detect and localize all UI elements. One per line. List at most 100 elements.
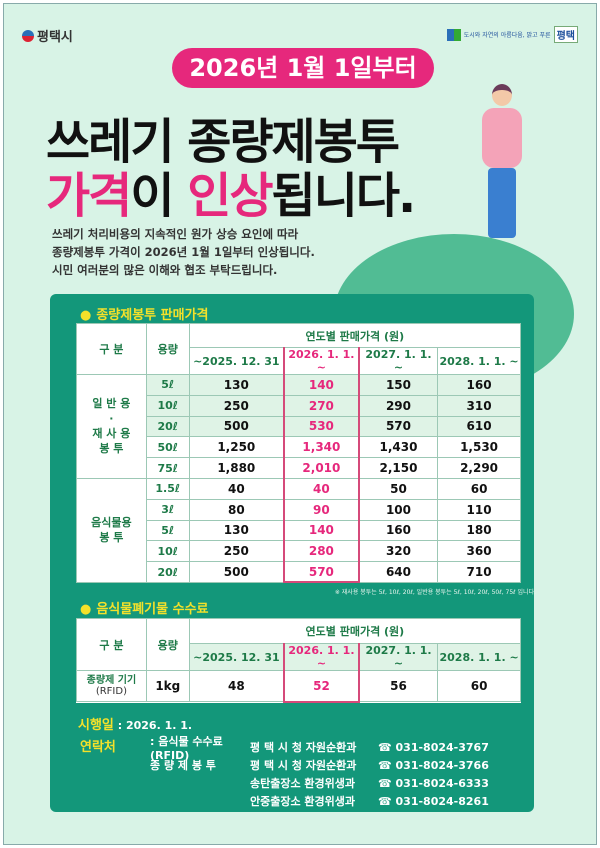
- volume-cell: 3ℓ: [145, 498, 190, 521]
- intro-line: 종량제봉투 가격이 2026년 1월 1일부터 인상됩니다.: [52, 245, 315, 259]
- price-cell: 130: [188, 519, 285, 542]
- contact-row: 종 량 제 봉 투 평 택 시 청 자원순환과 ☎ 031-8024-3766: [80, 756, 489, 774]
- footnote: ※ 재사용 봉투는 5ℓ, 10ℓ, 20ℓ, 일반용 봉투는 5ℓ, 10ℓ,…: [334, 589, 536, 596]
- price-cell: 130: [188, 374, 285, 396]
- price-cell: 90: [282, 498, 360, 521]
- city-logo: 평택시: [22, 26, 73, 45]
- header-period: ~2025. 12. 31: [188, 643, 285, 671]
- poster: 평택시 도시와 자연의 아름다움, 밝고 푸른 평택 2026년 1월 1일부터 …: [3, 3, 597, 845]
- city-slogan: 도시와 자연의 아름다움, 밝고 푸른 평택: [446, 26, 578, 43]
- slogan-text: 도시와 자연의 아름다움, 밝고 푸른: [463, 32, 551, 39]
- price-cell: 140: [282, 374, 360, 396]
- table-row: 10ℓ 250 280 320 360: [77, 540, 521, 563]
- header-volume: 용량: [145, 618, 190, 671]
- title-price: 가격: [46, 168, 132, 224]
- contact-phone[interactable]: ☎ 031-8024-6333: [378, 776, 489, 790]
- price-cell: 56: [358, 670, 439, 702]
- price-cell: 100: [358, 498, 439, 521]
- price-cell: 610: [437, 415, 521, 438]
- volume-cell: 10ℓ: [145, 540, 190, 563]
- price-cell: 40: [188, 477, 285, 500]
- price-cell: 160: [437, 374, 521, 396]
- category-cell: 음식물용 봉 투: [76, 477, 147, 583]
- price-cell: 530: [282, 415, 360, 438]
- contact-phone[interactable]: ☎ 031-8024-8261: [378, 794, 489, 808]
- table-row: 3ℓ 80 90 100 110: [77, 498, 521, 521]
- volume-cell: 1.5ℓ: [145, 477, 190, 500]
- price-cell: 52: [283, 670, 360, 703]
- title-text: 이: [130, 168, 188, 224]
- volume-cell: 10ℓ: [145, 394, 190, 417]
- contact-row: 안중출장소 환경위생과 ☎ 031-8024-8261: [80, 792, 489, 810]
- slogan-city: 평택: [553, 26, 578, 43]
- intro-line: 쓰레기 처리비용의 지속적인 원가 상승 요인에 따라: [52, 227, 299, 241]
- city-emblem-icon: [22, 29, 34, 42]
- header-category: 구 분: [76, 323, 147, 375]
- price-cell: 320: [358, 540, 439, 563]
- table-row: 음식물용 봉 투 1.5ℓ 40 40 50 60: [76, 477, 521, 583]
- category-text: 재 사 용: [92, 427, 131, 441]
- category-text: 일 반 용: [92, 397, 131, 411]
- header-group: 연도별 판매가격 (원): [188, 618, 522, 644]
- price-cell: 310: [437, 394, 521, 417]
- price-cell: 710: [437, 561, 521, 583]
- price-cell: 270: [282, 394, 360, 417]
- price-cell: 2,290: [437, 457, 521, 479]
- table-row: 20ℓ 500 570 640 710: [77, 561, 521, 584]
- contact-dept: 평 택 시 청 자원순환과: [250, 741, 357, 754]
- price-cell: 360: [437, 540, 521, 563]
- header-period: 2028. 1. 1. ~: [437, 347, 521, 375]
- price-cell: 80: [188, 498, 285, 521]
- price-cell: 290: [358, 394, 439, 417]
- intro-text: 쓰레기 처리비용의 지속적인 원가 상승 요인에 따라 종량제봉투 가격이 20…: [52, 225, 315, 279]
- price-cell: 1,880: [188, 457, 285, 479]
- header-period: 2026. 1. 1. ~: [283, 643, 360, 671]
- header-category: 구 분: [76, 618, 147, 671]
- price-cell: 110: [437, 498, 521, 521]
- logo-text: 평택시: [37, 30, 73, 45]
- header-period: 2026. 1. 1. ~: [282, 347, 360, 375]
- header-group: 연도별 판매가격 (원): [188, 323, 522, 348]
- table-row: 50ℓ 1,250 1,340 1,430 1,530: [77, 436, 521, 459]
- header-period: 2027. 1. 1. ~: [358, 347, 439, 375]
- food-waste-fee-table: 구 분 용량 연도별 판매가격 (원) ~2025. 12. 31 2026. 1. …: [76, 618, 522, 703]
- price-cell: 40: [282, 477, 360, 500]
- header-period: 2027. 1. 1. ~: [358, 643, 439, 671]
- price-cell: 1,340: [282, 436, 360, 459]
- price-cell: 2,010: [282, 457, 360, 479]
- contact-type: : 음식물 수수료(RFID): [150, 734, 223, 762]
- contact-type: 종 량 제 봉 투: [150, 759, 216, 772]
- category-text: 봉 투: [99, 531, 124, 545]
- volume-cell: 20ℓ: [145, 415, 190, 438]
- price-cell: 60: [437, 477, 521, 500]
- effective-date: 시행일 : 2026. 1. 1.: [78, 714, 192, 733]
- bag-price-table: 구 분 용량 연도별 판매가격 (원) ~2025. 12. 31 2026. 1. …: [76, 323, 522, 584]
- price-cell: 48: [188, 670, 285, 702]
- price-cell: 160: [358, 519, 439, 542]
- price-cell: 140: [282, 519, 360, 542]
- table-row: 75ℓ 1,880 2,010 2,150 2,290: [77, 457, 521, 479]
- row-label-sub: (RFID): [95, 686, 127, 697]
- contact-phone[interactable]: ☎ 031-8024-3766: [378, 758, 489, 772]
- city-slogan-icon: [446, 28, 461, 41]
- category-text: 음식물용: [91, 516, 132, 530]
- section-title: 종량제봉투 판매가격: [80, 304, 208, 323]
- price-cell: 640: [358, 561, 439, 583]
- intro-line: 시민 여러분의 많은 이해와 협조 부탁드립니다.: [52, 263, 278, 277]
- contact-label: 연락처: [80, 740, 116, 755]
- contact-phone[interactable]: ☎ 031-8024-3767: [378, 740, 489, 754]
- price-cell: 150: [358, 374, 439, 396]
- volume-cell: 1kg: [145, 670, 190, 702]
- section-title: 음식물폐기물 수수료: [80, 598, 208, 617]
- price-cell: 180: [437, 519, 521, 542]
- price-cell: 570: [282, 561, 360, 584]
- row-label-text: 종량제 기기: [86, 675, 137, 686]
- category-text: 봉 투: [99, 442, 124, 456]
- price-cell: 50: [358, 477, 439, 500]
- table-row: 10ℓ 250 270 290 310: [76, 394, 521, 417]
- price-cell: 570: [358, 415, 439, 438]
- price-cell: 250: [188, 394, 285, 417]
- date-banner: 2026년 1월 1일부터: [172, 48, 434, 88]
